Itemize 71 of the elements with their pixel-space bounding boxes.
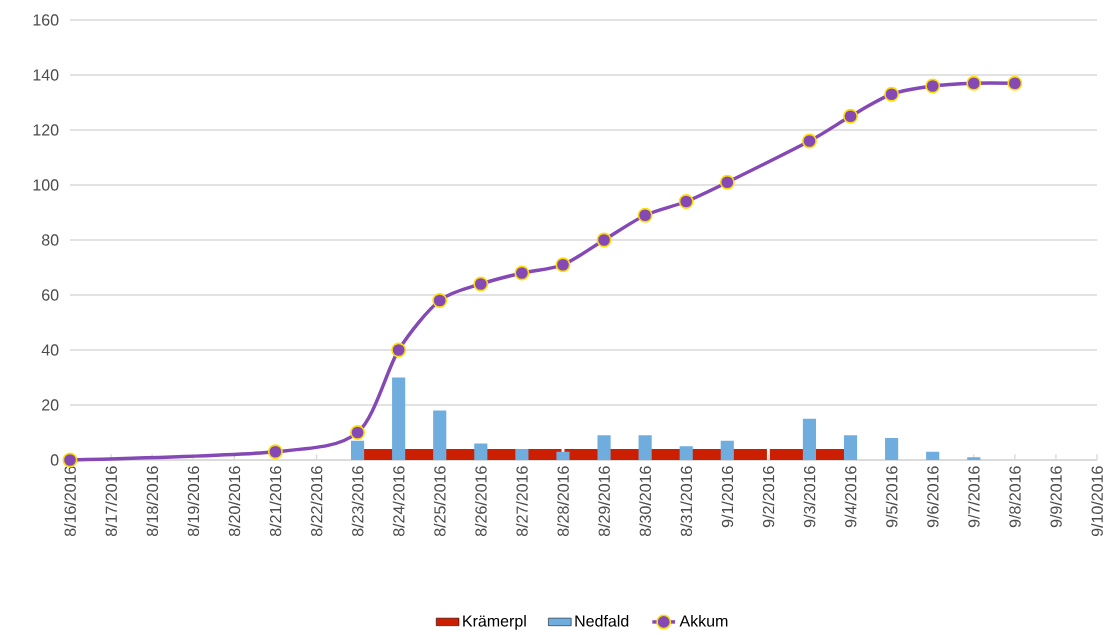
bar [720, 440, 734, 460]
point [473, 276, 489, 292]
legend-label: Krämerpl [463, 614, 526, 630]
y-tick-label: 0 [50, 454, 59, 466]
bar [926, 451, 940, 460]
point [719, 174, 735, 190]
y-tick-label: 100 [33, 179, 59, 191]
x-tick-label: 9/8/2016 [1008, 466, 1021, 528]
x-tick-label: 9/3/2016 [803, 466, 816, 528]
point [678, 194, 694, 209]
point [1007, 75, 1023, 91]
x-tick-label: 8/27/2016 [516, 466, 528, 537]
x-tick-label: 8/23/2016 [351, 466, 364, 537]
point [555, 257, 571, 273]
y-tick-label: 60 [42, 289, 59, 301]
point [432, 293, 448, 308]
point [801, 133, 817, 149]
x-tick-label: 8/16/2016 [64, 466, 76, 537]
x-tick-label: 9/10/2016 [1091, 466, 1103, 537]
x-tick-label: 8/31/2016 [680, 466, 693, 537]
x-tick-label: 8/28/2016 [557, 466, 569, 537]
legend-label: Akkum [679, 614, 728, 627]
x-tick-label: 8/19/2016 [187, 466, 200, 537]
bar [433, 410, 447, 460]
y-tick-label: 80 [41, 234, 59, 246]
x-tick-label: 8/20/2016 [228, 466, 241, 537]
x-tick-label: 9/6/2016 [926, 466, 939, 528]
bar [350, 440, 365, 460]
x-tick-label: 8/24/2016 [392, 466, 405, 537]
x-tick-label: 8/18/2016 [146, 466, 159, 537]
x-tick-label: 8/17/2016 [105, 466, 117, 537]
legend-label: Nedfald [575, 614, 629, 627]
y-tick-label: 40 [41, 344, 59, 356]
point [925, 78, 941, 94]
x-tick-label: 8/29/2016 [598, 466, 610, 537]
bar [392, 377, 406, 460]
bar [556, 451, 570, 460]
x-tick-label: 9/4/2016 [844, 466, 857, 528]
x-tick-label: 9/1/2016 [721, 466, 734, 528]
bar [597, 435, 611, 460]
x-tick-label: 9/2/2016 [762, 466, 775, 528]
point [62, 452, 78, 468]
y-tick-label: 140 [33, 69, 59, 81]
bar [967, 457, 981, 460]
x-tick-label: 9/9/2016 [1050, 466, 1062, 528]
bar [843, 435, 858, 460]
point [267, 444, 283, 460]
y-tick-label: 120 [33, 124, 59, 136]
point [391, 342, 407, 358]
point [884, 86, 900, 102]
y-tick-label: 160 [33, 14, 59, 26]
point [596, 232, 612, 248]
bar [885, 438, 899, 460]
bar [802, 418, 817, 460]
bar [515, 449, 529, 460]
x-tick-label: 9/5/2016 [885, 466, 898, 528]
x-tick-label: 9/7/2016 [967, 466, 980, 528]
point [350, 425, 366, 440]
y-tick-label: 20 [42, 399, 59, 411]
point [637, 207, 653, 223]
x-tick-label: 8/22/2016 [310, 466, 323, 537]
bar [638, 435, 652, 460]
x-tick-label: 8/26/2016 [474, 466, 487, 537]
x-tick-label: 8/25/2016 [433, 466, 446, 537]
point [514, 265, 530, 281]
x-tick-label: 8/30/2016 [639, 466, 651, 537]
point [843, 108, 858, 124]
x-tick-label: 8/21/2016 [269, 466, 282, 537]
bar [474, 443, 488, 460]
point [966, 75, 982, 91]
bar [679, 446, 693, 460]
